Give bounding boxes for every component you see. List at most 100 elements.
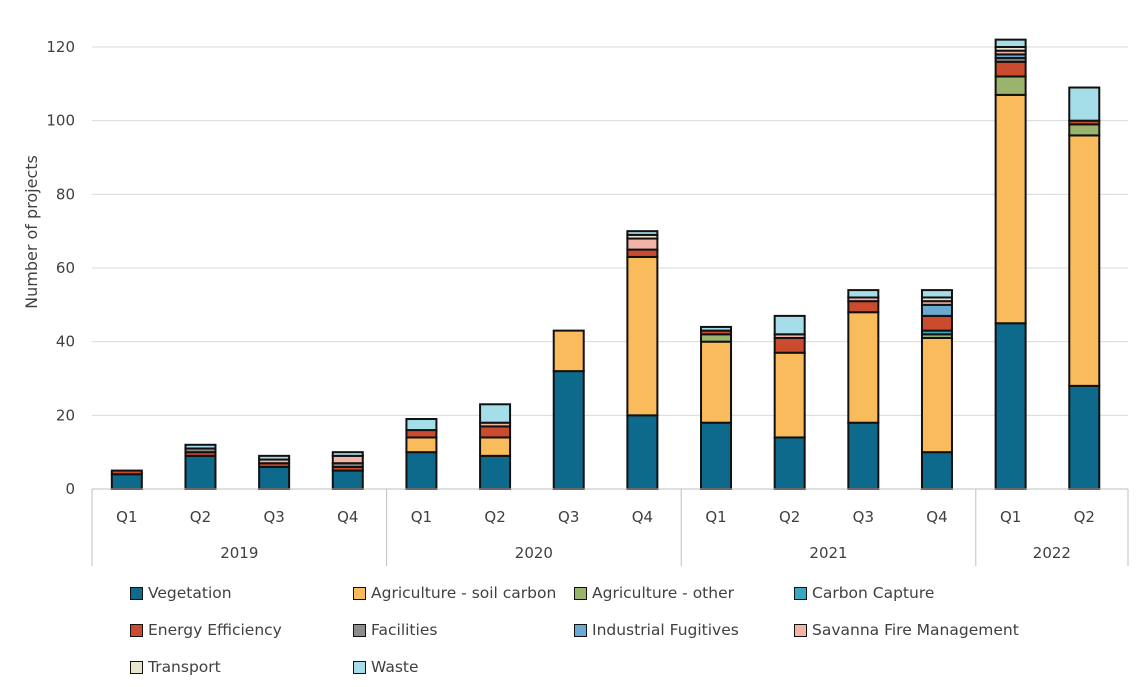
bar-segment xyxy=(184,443,217,450)
x-tick-label: Q2 xyxy=(779,508,800,526)
axes: 0 20 40 60 80 100 120 Q1 Q2 Q3 Q4 Q1 Q2 Q3 Q4 Q1 Q2 Q3 Q4 Q… xyxy=(46,38,1129,566)
y-tick-label: 80 xyxy=(56,185,75,203)
bar-segment xyxy=(1068,123,1101,137)
bar-segment xyxy=(994,38,1027,49)
stacked-bar-chart: 0 20 40 60 80 100 120 Q1 Q2 Q3 Q4 Q1 Q2 Q3 Q4 Q1 Q2 Q3 Q4 Q… xyxy=(22,38,1129,566)
legend-swatch xyxy=(353,660,366,674)
legend-swatch xyxy=(794,586,807,600)
bar-segment xyxy=(773,336,806,354)
bar-segment xyxy=(258,465,291,490)
bar-segment xyxy=(994,60,1027,78)
bar-segment xyxy=(1068,384,1101,490)
legend-label: Waste xyxy=(371,658,419,676)
legend-swatch xyxy=(353,586,366,600)
bar-segment xyxy=(1068,134,1101,387)
legend-item: Industrial Fugitives xyxy=(574,621,739,639)
legend-item: Transport xyxy=(130,658,221,676)
legend-swatch xyxy=(130,586,143,600)
legend-label: Facilities xyxy=(371,621,438,639)
bar-segment xyxy=(479,425,512,439)
bar-segment xyxy=(773,436,806,490)
bar-segment xyxy=(847,311,880,424)
bar-segment xyxy=(773,314,806,336)
bar-segment xyxy=(994,75,1027,96)
legend-item: Waste xyxy=(353,658,419,676)
legend-swatch xyxy=(574,586,587,600)
x-tick-label: Q4 xyxy=(926,508,947,526)
bar-segment xyxy=(1068,86,1101,122)
legend-label: Savanna Fire Management xyxy=(812,621,1019,639)
legend-label: Agriculture - other xyxy=(592,584,734,602)
legend-swatch xyxy=(353,623,366,637)
x-tick-label: Q4 xyxy=(632,508,653,526)
bar-segment xyxy=(552,329,585,373)
bar-segment xyxy=(626,237,659,251)
year-label: 2020 xyxy=(515,544,553,562)
bar-segment xyxy=(552,370,585,490)
bar-segment xyxy=(700,421,733,491)
x-tick-label: Q1 xyxy=(116,508,137,526)
y-tick-label: 120 xyxy=(46,38,75,56)
bar-segment xyxy=(700,333,733,343)
legend-swatch xyxy=(130,623,143,637)
year-label: 2022 xyxy=(1033,544,1071,562)
y-tick-label: 40 xyxy=(56,333,75,351)
y-axis-title: Number of projects xyxy=(22,155,41,309)
legend-swatch xyxy=(130,660,143,674)
bar-segment xyxy=(847,421,880,491)
bar-segment xyxy=(405,451,438,490)
legend-swatch xyxy=(794,623,807,637)
bar-segment xyxy=(479,454,512,491)
bar-segment xyxy=(773,351,806,439)
y-tick-label: 0 xyxy=(65,480,75,498)
bar-segment xyxy=(258,454,291,461)
bar-segment xyxy=(626,414,659,491)
bar-segment xyxy=(847,300,880,314)
x-tick-label: Q3 xyxy=(558,508,579,526)
legend-item: Vegetation xyxy=(130,584,232,602)
bar-segment xyxy=(626,230,659,236)
bar-segment xyxy=(479,436,512,457)
bar-segment xyxy=(626,255,659,417)
bar-segment xyxy=(920,289,953,299)
bar-segment xyxy=(479,403,512,424)
bars xyxy=(110,38,1101,491)
bar-segment xyxy=(626,248,659,258)
year-label: 2021 xyxy=(809,544,847,562)
legend-label: Transport xyxy=(148,658,221,676)
legend-item: Energy Efficiency xyxy=(130,621,282,639)
legend-item: Agriculture - soil carbon xyxy=(353,584,556,602)
legend-item: Facilities xyxy=(353,621,437,639)
bar-segment xyxy=(994,322,1027,490)
bar-segment xyxy=(331,454,364,465)
bar-segment xyxy=(920,336,953,454)
bar-segment xyxy=(110,469,143,476)
bar-segment xyxy=(331,451,364,457)
bar-segment xyxy=(920,303,953,317)
x-tick-label: Q4 xyxy=(337,508,358,526)
bar-segment xyxy=(700,325,733,332)
legend-item: Savanna Fire Management xyxy=(794,621,1019,639)
bar-segment xyxy=(994,93,1027,325)
bar-segment xyxy=(920,451,953,490)
legend-label: Carbon Capture xyxy=(812,584,935,602)
y-tick-label: 20 xyxy=(56,406,75,424)
y-tick-label: 60 xyxy=(56,259,75,277)
bar-segment xyxy=(920,314,953,332)
bar-segment xyxy=(700,340,733,424)
x-tick-label: Q1 xyxy=(411,508,432,526)
gridlines xyxy=(92,46,1128,416)
bar-segment xyxy=(184,454,217,491)
legend-label: Agriculture - soil carbon xyxy=(371,584,557,602)
bar-segment xyxy=(847,289,880,299)
bar-segment xyxy=(110,473,143,490)
legend-label: Energy Efficiency xyxy=(148,621,282,639)
x-tick-label: Q2 xyxy=(484,508,505,526)
bar-segment xyxy=(405,418,438,432)
bar-segment xyxy=(331,469,364,491)
x-tick-label: Q3 xyxy=(263,508,284,526)
y-tick-label: 100 xyxy=(46,112,75,130)
bar-segment xyxy=(405,436,438,454)
x-tick-label: Q2 xyxy=(1074,508,1095,526)
legend-item: Carbon Capture xyxy=(794,584,934,602)
